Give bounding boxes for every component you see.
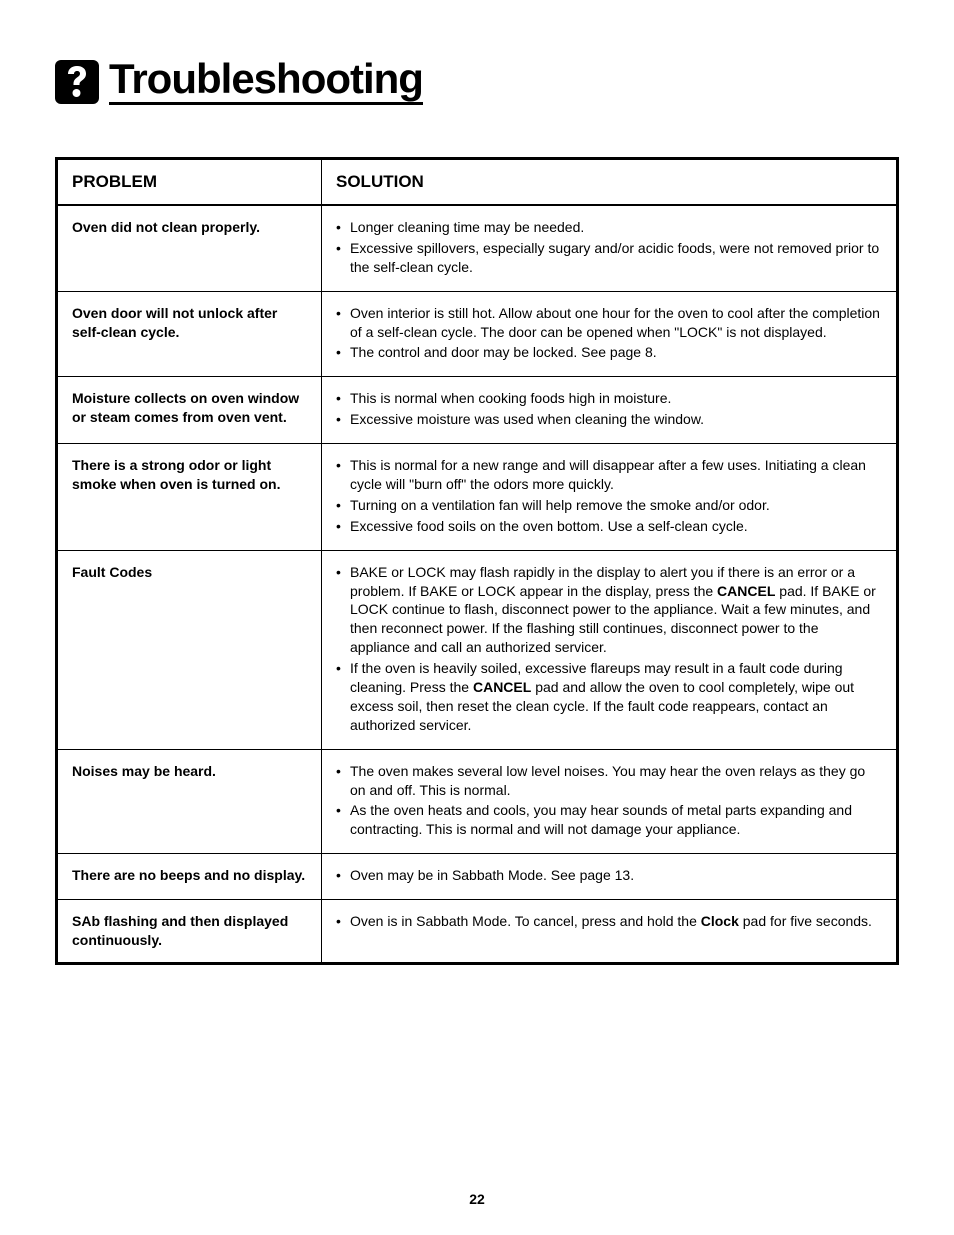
page-title: Troubleshooting (109, 58, 423, 105)
table-row: Noises may be heard. The oven makes sever… (57, 749, 898, 854)
solution-item: If the oven is heavily soiled, excessive… (336, 659, 882, 735)
table-row: Oven did not clean properly.Longer clean… (57, 205, 898, 291)
solution-item: BAKE or LOCK may flash rapidly in the di… (336, 563, 882, 657)
problem-cell: Moisture collects on oven window or stea… (57, 377, 322, 444)
page-number: 22 (0, 1191, 954, 1207)
table-row: Oven door will not unlock after self-cle… (57, 291, 898, 377)
solution-item: As the oven heats and cools, you may hea… (336, 801, 882, 839)
troubleshooting-table: PROBLEM SOLUTION Oven did not clean prop… (55, 157, 899, 965)
table-row: There are no beeps and no display. Oven m… (57, 854, 898, 900)
table-row: There is a strong odor or light smoke wh… (57, 444, 898, 551)
solution-cell: Oven may be in Sabbath Mode. See page 13… (322, 854, 898, 900)
solution-cell: This is normal for a new range and will … (322, 444, 898, 551)
solution-item: Oven is in Sabbath Mode. To cancel, pres… (336, 912, 882, 931)
solution-item: Longer cleaning time may be needed. (336, 218, 882, 237)
table-row: Fault CodesBAKE or LOCK may flash rapidl… (57, 550, 898, 749)
solution-item: Excessive spillovers, especially sugary … (336, 239, 882, 277)
table-row: SAb flashing and then displayed continuo… (57, 900, 898, 964)
solution-cell: BAKE or LOCK may flash rapidly in the di… (322, 550, 898, 749)
problem-cell: SAb flashing and then displayed continuo… (57, 900, 322, 964)
column-header-problem: PROBLEM (57, 159, 322, 206)
solution-item: Turning on a ventilation fan will help r… (336, 496, 882, 515)
problem-cell: Oven did not clean properly. (57, 205, 322, 291)
problem-cell: There is a strong odor or light smoke wh… (57, 444, 322, 551)
table-header-row: PROBLEM SOLUTION (57, 159, 898, 206)
solution-cell: Oven is in Sabbath Mode. To cancel, pres… (322, 900, 898, 964)
problem-cell: Oven door will not unlock after self-cle… (57, 291, 322, 377)
solution-item: Excessive moisture was used when cleanin… (336, 410, 882, 429)
solution-item: Oven may be in Sabbath Mode. See page 13… (336, 866, 882, 885)
page-header: Troubleshooting (55, 58, 899, 105)
solution-item: Excessive food soils on the oven bottom.… (336, 517, 882, 536)
solution-cell: This is normal when cooking foods high i… (322, 377, 898, 444)
problem-cell: Fault Codes (57, 550, 322, 749)
solution-cell: The oven makes several low level noises.… (322, 749, 898, 854)
solution-item: The control and door may be locked. See … (336, 343, 882, 362)
problem-cell: There are no beeps and no display. (57, 854, 322, 900)
solution-cell: Oven interior is still hot. Allow about … (322, 291, 898, 377)
solution-item: This is normal for a new range and will … (336, 456, 882, 494)
question-icon (55, 60, 99, 104)
solution-item: The oven makes several low level noises.… (336, 762, 882, 800)
table-row: Moisture collects on oven window or stea… (57, 377, 898, 444)
solution-item: Oven interior is still hot. Allow about … (336, 304, 882, 342)
solution-cell: Longer cleaning time may be needed. Exces… (322, 205, 898, 291)
solution-item: This is normal when cooking foods high i… (336, 389, 882, 408)
column-header-solution: SOLUTION (322, 159, 898, 206)
problem-cell: Noises may be heard. (57, 749, 322, 854)
